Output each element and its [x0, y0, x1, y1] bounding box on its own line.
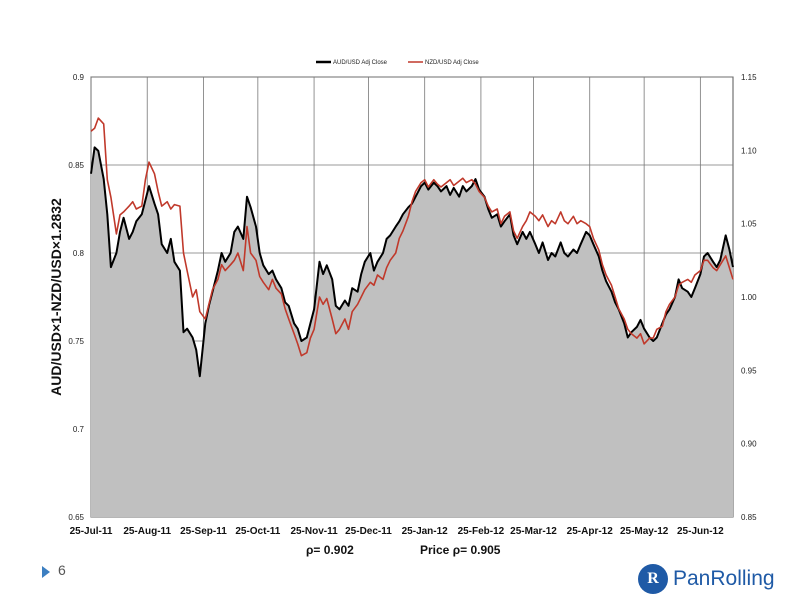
- aud-area: [91, 147, 733, 517]
- y-left-tick-label: 0.9: [73, 73, 85, 82]
- legend-label-nzd: NZD/USD Adj Close: [425, 60, 479, 66]
- nzd-line: [90, 117, 734, 357]
- panrolling-logo-icon: R: [638, 564, 668, 594]
- x-tick-label: 25-Feb-12: [458, 526, 505, 537]
- y-axis-right: 1.15 1.10 1.05 1.00 0.95 0.90 0.85: [741, 73, 757, 522]
- x-tick-label: 25-Sep-11: [180, 526, 227, 537]
- x-tick-label: 25-Oct-11: [235, 526, 280, 537]
- y-left-tick-label: 0.75: [68, 337, 84, 346]
- slide-number: 6: [58, 562, 66, 578]
- x-axis: 25-Jul-11 25-Aug-11 25-Sep-11 25-Oct-11 25-N…: [70, 526, 725, 537]
- legend-label-aud: AUD/USD Adj Close: [333, 60, 388, 66]
- y-axis-left: 0.9 0.85 0.8 0.75 0.7 0.65: [68, 73, 84, 522]
- x-tick-label: 25-Jul-11: [70, 526, 113, 537]
- slide-arrow-icon: [42, 566, 50, 578]
- x-tick-label: 25-Aug-11: [123, 526, 171, 537]
- legend: AUD/USD Adj Close NZD/USD Adj Close: [316, 60, 479, 66]
- correlation-text: ρ= 0.902: [306, 543, 354, 557]
- price-correlation-text: Price ρ= 0.905: [420, 543, 501, 557]
- y-right-tick-label: 1.05: [741, 220, 757, 229]
- x-tick-label: 25-Jun-12: [677, 526, 724, 537]
- y-left-tick-label: 0.65: [68, 513, 84, 522]
- y-right-tick-label: 0.95: [741, 366, 757, 375]
- x-tick-label: 25-Nov-11: [290, 526, 338, 537]
- x-tick-label: 25-Apr-12: [567, 526, 614, 537]
- x-tick-label: 25-Jan-12: [402, 526, 449, 537]
- y-left-tick-label: 0.85: [68, 161, 84, 170]
- brand-name: PanRolling: [673, 567, 775, 590]
- y-left-tick-label: 0.7: [73, 425, 85, 434]
- y-right-tick-label: 0.90: [741, 440, 757, 449]
- x-tick-label: 25-May-12: [620, 526, 669, 537]
- x-tick-label: 25-Mar-12: [510, 526, 557, 537]
- y-right-tick-label: 0.85: [741, 513, 757, 522]
- y-right-tick-label: 1.15: [741, 73, 757, 82]
- brand: R PanRolling: [638, 564, 775, 594]
- y-axis-label: AUD/USD×1-NZD/USD×1.2832: [48, 198, 64, 396]
- x-tick-label: 25-Dec-11: [345, 526, 392, 537]
- y-left-tick-label: 0.8: [73, 249, 85, 258]
- y-right-tick-label: 1.10: [741, 146, 757, 155]
- y-right-tick-label: 1.00: [741, 293, 757, 302]
